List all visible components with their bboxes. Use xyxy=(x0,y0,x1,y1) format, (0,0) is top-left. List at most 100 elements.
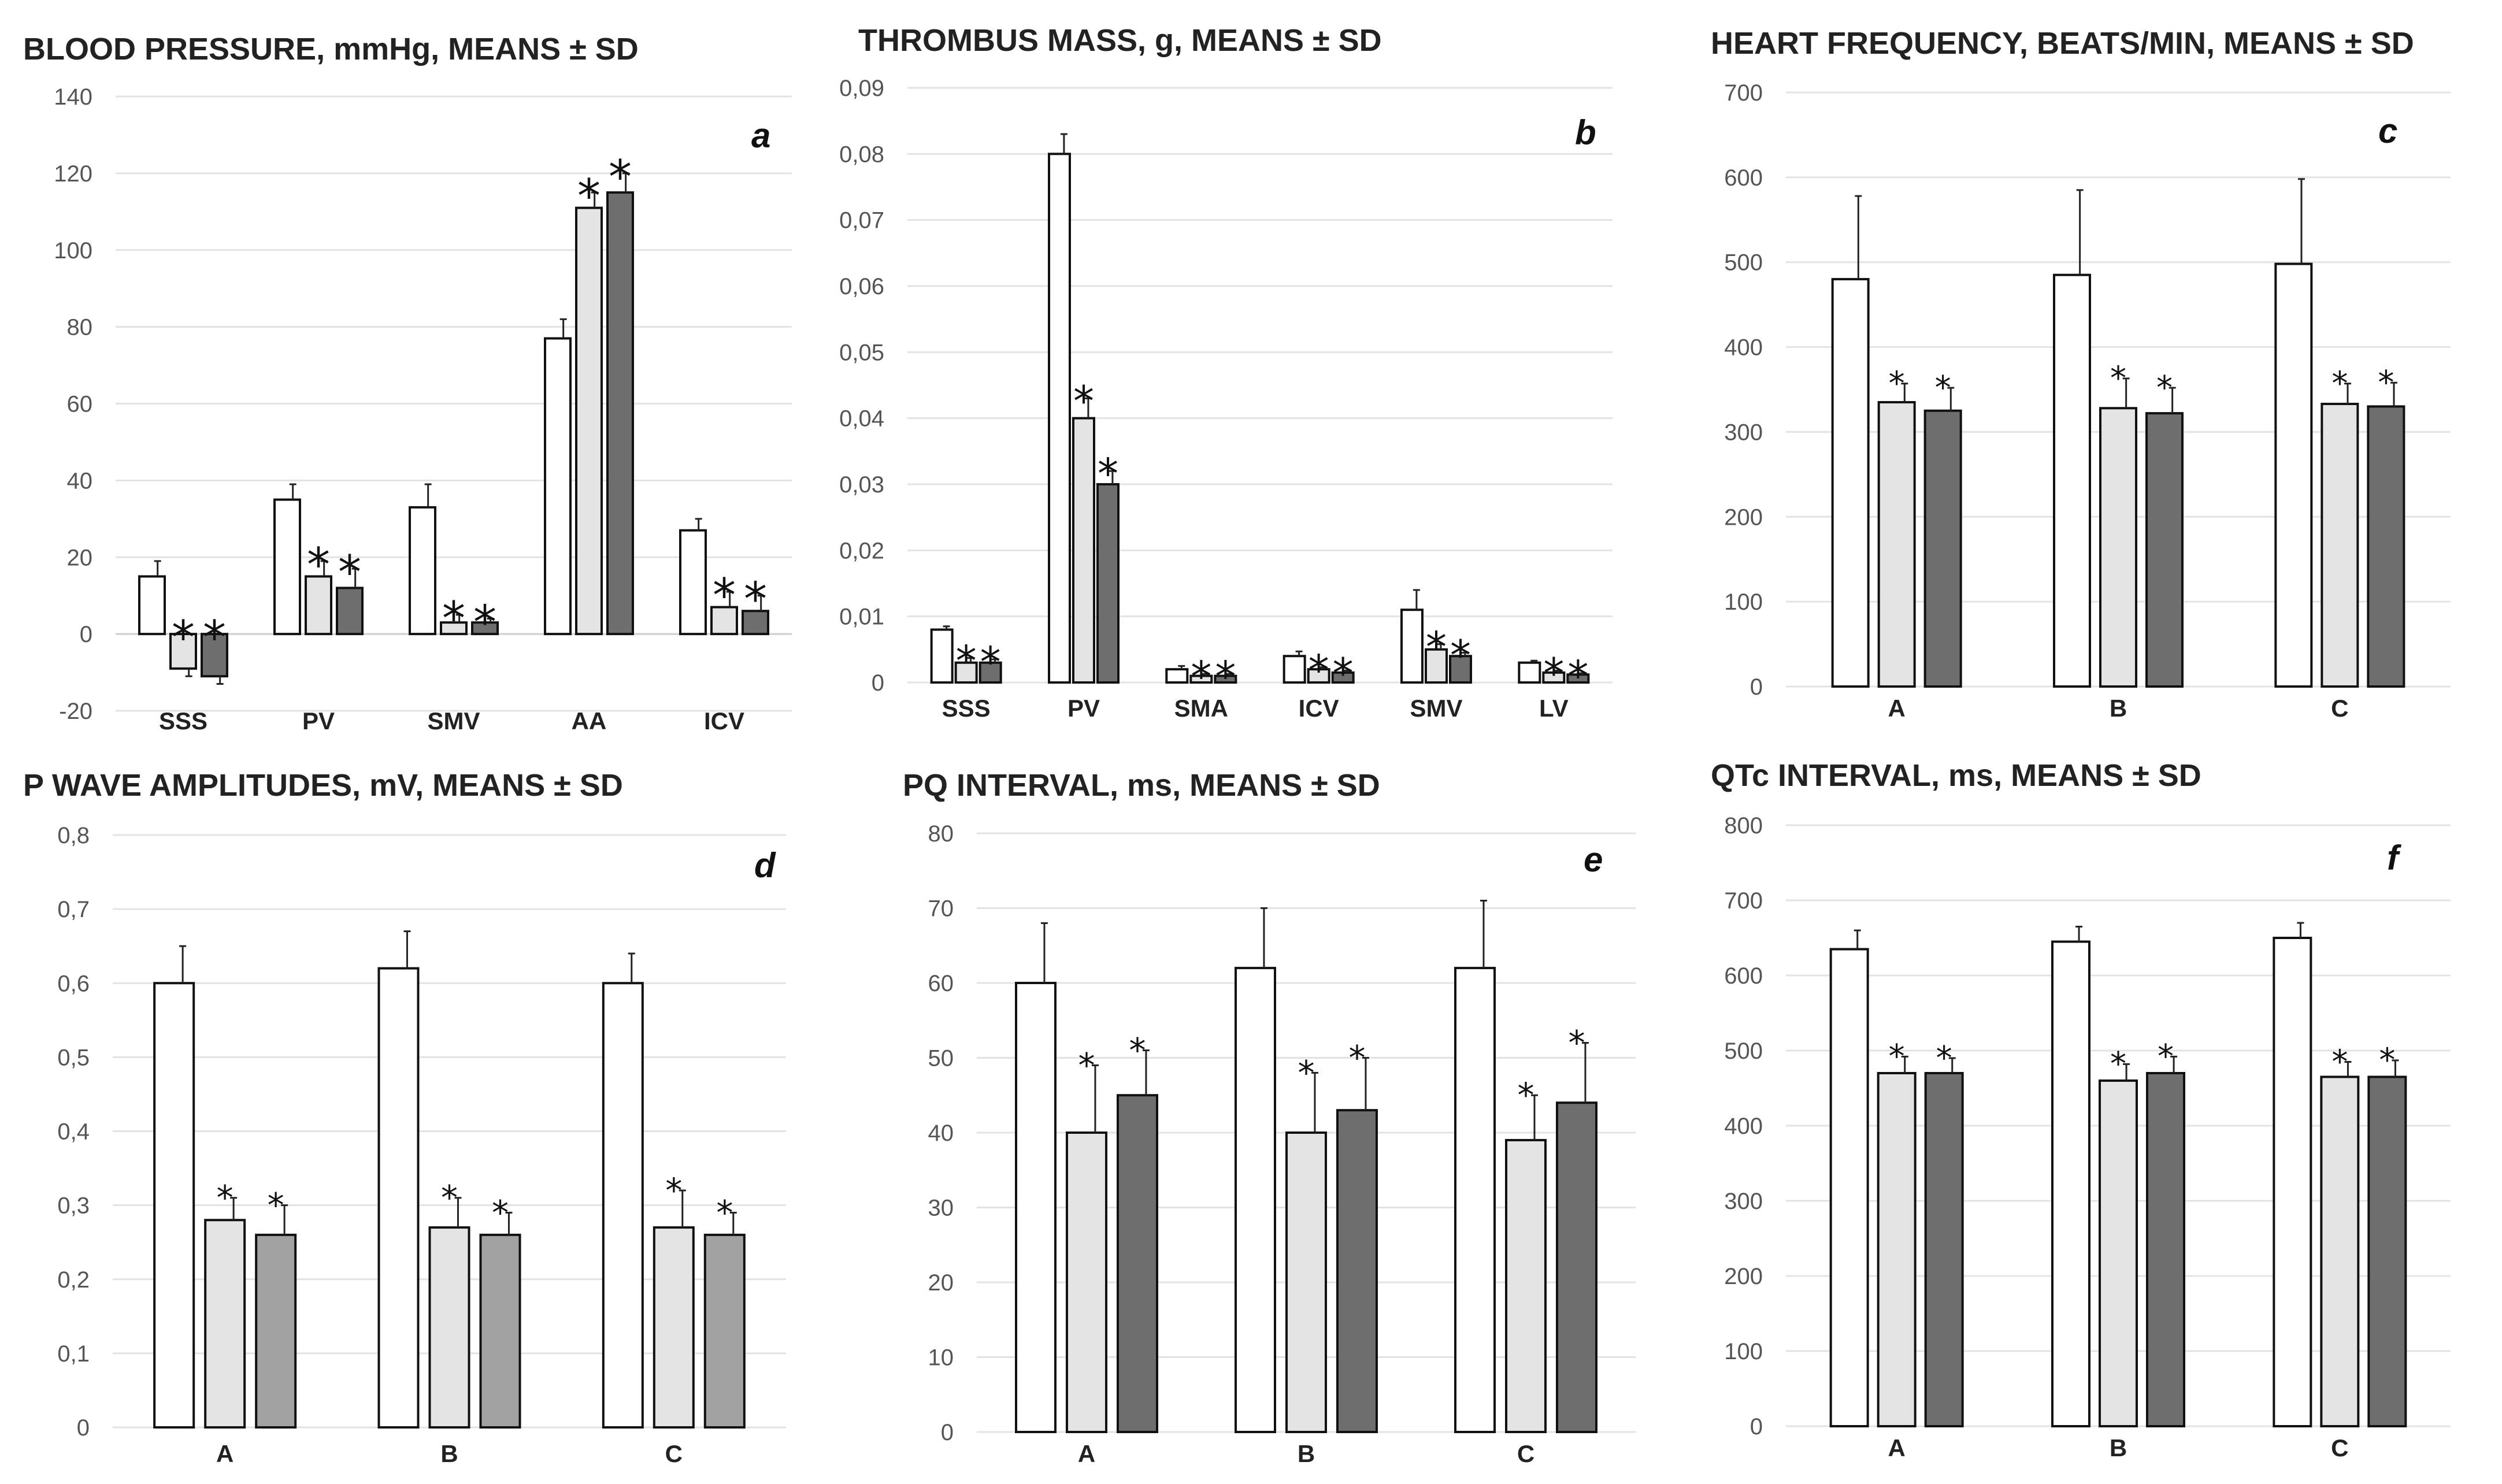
bar xyxy=(1542,671,1566,684)
bar xyxy=(2053,273,2091,688)
category-label: A xyxy=(1888,1434,1905,1461)
bar xyxy=(2099,1079,2138,1427)
chart-panel-b: THROMBUS MASS, g, MEANS ± SD b 0 0,01 0,02… xyxy=(839,23,1613,722)
y-tick-label: 0,8 xyxy=(57,823,90,848)
significance-star: * xyxy=(1298,1053,1315,1092)
y-tick-label: 400 xyxy=(1724,335,1763,361)
bar xyxy=(1307,668,1330,684)
y-tick-label: 40 xyxy=(928,1121,954,1146)
bar xyxy=(2273,937,2312,1427)
y-tick-label: 120 xyxy=(54,161,92,187)
bar xyxy=(1096,483,1120,684)
chart-title-f: QTc INTERVAL, ms, MEANS ± SD xyxy=(1711,758,2201,793)
significance-star: * xyxy=(716,1193,733,1232)
y-tick-label: 0,03 xyxy=(839,472,884,498)
category-label: B xyxy=(1298,1440,1315,1467)
significance-star: * xyxy=(307,538,330,592)
chart-title-d: P WAVE AMPLITUDES, mV, MEANS ± SD xyxy=(23,768,623,803)
bar xyxy=(1235,967,1276,1433)
bar xyxy=(978,661,1002,684)
significance-star: * xyxy=(665,1171,682,1210)
y-tick-label: 80 xyxy=(928,821,954,847)
significance-star: * xyxy=(338,546,361,599)
bar xyxy=(2367,1075,2407,1427)
y-tick-label: 700 xyxy=(1724,888,1763,914)
significance-star: * xyxy=(492,1193,509,1232)
bar xyxy=(703,1233,746,1429)
bar xyxy=(602,982,644,1429)
category-label: ICV xyxy=(704,707,744,734)
y-tick-label: 40 xyxy=(67,468,93,494)
y-tick-label: 200 xyxy=(1724,504,1763,530)
bar xyxy=(273,498,301,636)
bar xyxy=(1165,668,1189,684)
y-tick-label: 20 xyxy=(67,545,93,570)
bar xyxy=(2145,412,2184,688)
significance-star: * xyxy=(980,638,1001,687)
bar xyxy=(710,606,738,636)
bar xyxy=(2274,262,2313,688)
significance-star: * xyxy=(217,1178,233,1218)
significance-star: * xyxy=(744,573,767,626)
bar xyxy=(2320,1075,2360,1427)
significance-star: * xyxy=(1935,369,1951,407)
bar xyxy=(1189,674,1213,684)
chart-panel-e: PQ INTERVAL, ms, MEANS ± SD e 0 10 20 30 40 5… xyxy=(903,768,1636,1467)
category-label: SSS xyxy=(942,695,991,722)
panel-label-a: a xyxy=(751,116,770,155)
y-tick-label: 0,04 xyxy=(839,406,884,432)
y-tick-label: 0,5 xyxy=(57,1045,90,1070)
category-label: SSS xyxy=(159,707,207,734)
bar xyxy=(201,633,228,678)
chart-panel-c: HEART FREQUENCY, BEATS/MIN, MEANS ± SD c… xyxy=(1711,26,2451,722)
bar xyxy=(153,982,195,1429)
y-tick-label: 0 xyxy=(941,1420,954,1445)
bar xyxy=(1505,1138,1547,1433)
category-label: SMV xyxy=(427,707,480,734)
y-tick-label: 140 xyxy=(54,84,92,110)
y-tick-label: 70 xyxy=(928,896,954,922)
significance-star: * xyxy=(1073,377,1094,425)
y-tick-label: 0,3 xyxy=(57,1193,90,1219)
category-label: PV xyxy=(1067,695,1100,722)
bar xyxy=(479,1233,521,1429)
y-tick-label: 700 xyxy=(1724,80,1763,106)
y-tick-label: 100 xyxy=(54,238,92,264)
bar xyxy=(305,575,332,636)
y-tick-label: 0,08 xyxy=(839,142,884,167)
bar xyxy=(1449,655,1472,684)
bar xyxy=(2146,1072,2185,1427)
y-tick-label: 0 xyxy=(1750,1414,1763,1440)
significance-star: * xyxy=(1889,365,1905,403)
significance-star: * xyxy=(2156,369,2173,407)
y-tick-label: 20 xyxy=(928,1270,954,1296)
y-tick-label: 0,02 xyxy=(839,538,884,563)
chart-title-e: PQ INTERVAL, ms, MEANS ± SD xyxy=(903,768,1380,803)
bar xyxy=(1015,982,1057,1433)
chart-panel-d: P WAVE AMPLITUDES, mV, MEANS ± SD d 0 0,1… xyxy=(23,768,786,1467)
category-label: SMA xyxy=(1174,695,1228,722)
bar xyxy=(1566,673,1590,684)
bar xyxy=(606,191,634,636)
category-label: ICV xyxy=(1299,695,1339,722)
significance-star: * xyxy=(1349,1038,1366,1077)
category-label: A xyxy=(216,1440,233,1467)
bar xyxy=(377,967,420,1429)
significance-star: * xyxy=(577,169,601,223)
panel-label-e: e xyxy=(1584,840,1603,879)
y-tick-label: 100 xyxy=(1724,589,1763,615)
y-tick-label: 500 xyxy=(1724,1038,1763,1064)
y-tick-label: 50 xyxy=(928,1046,954,1071)
bar xyxy=(1923,409,1962,688)
y-tick-label: 600 xyxy=(1724,963,1763,989)
bar xyxy=(336,587,364,636)
significance-star: * xyxy=(2110,360,2126,398)
significance-star: * xyxy=(268,1186,284,1225)
significance-star: * xyxy=(1333,649,1354,698)
bar xyxy=(204,1219,246,1429)
y-tick-label: 600 xyxy=(1724,165,1763,191)
y-tick-label: 400 xyxy=(1724,1114,1763,1139)
significance-star: * xyxy=(1889,1038,1905,1075)
chart-panel-f: QTc INTERVAL, ms, MEANS ± SD f 0 100 200 30… xyxy=(1711,758,2451,1461)
